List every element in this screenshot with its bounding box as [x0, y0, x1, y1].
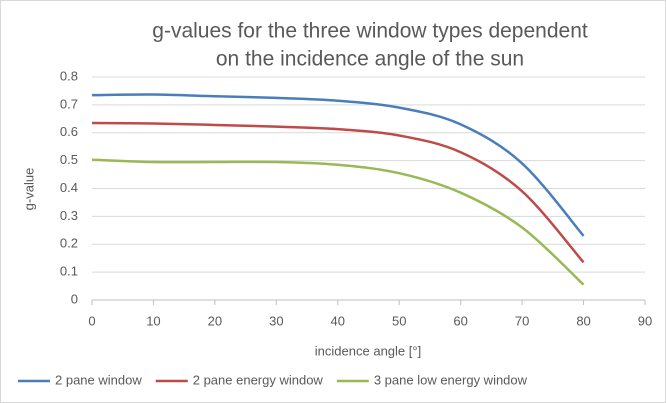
x-tick-label: 10 [146, 313, 160, 328]
chart-title: on the incidence angle of the sun [216, 48, 524, 71]
x-tick-label: 30 [269, 313, 283, 328]
chart-title: g-values for the three window types depe… [152, 20, 588, 43]
legend-label: 2 pane energy window [193, 372, 324, 387]
y-axis-label: g-value [21, 168, 36, 211]
y-tick-label: 0.8 [60, 68, 78, 83]
x-tick-label: 70 [515, 313, 529, 328]
x-tick-label: 0 [88, 313, 95, 328]
y-tick-label: 0.4 [60, 180, 78, 195]
x-tick-label: 60 [453, 313, 467, 328]
line [91, 158, 585, 286]
y-tick-label: 0 [71, 291, 78, 306]
y-tick-label: 0.5 [60, 152, 78, 167]
x-tick-label: 80 [576, 313, 590, 328]
legend-label: 3 pane low energy window [374, 372, 528, 387]
x-tick-label: 50 [392, 313, 406, 328]
y-tick-label: 0.1 [60, 264, 78, 279]
y-tick-label: 0.6 [60, 124, 78, 139]
x-axis-label: incidence angle [°] [315, 343, 421, 358]
x-tick-label: 40 [331, 313, 345, 328]
line [91, 93, 585, 237]
y-tick-label: 0.7 [60, 96, 78, 111]
y-tick-label: 0.2 [60, 236, 78, 251]
x-tick-label: 20 [208, 313, 222, 328]
y-tick-label: 0.3 [60, 208, 78, 223]
line [91, 121, 585, 264]
legend-label: 2 pane window [55, 372, 142, 387]
x-tick-label: 90 [638, 313, 652, 328]
